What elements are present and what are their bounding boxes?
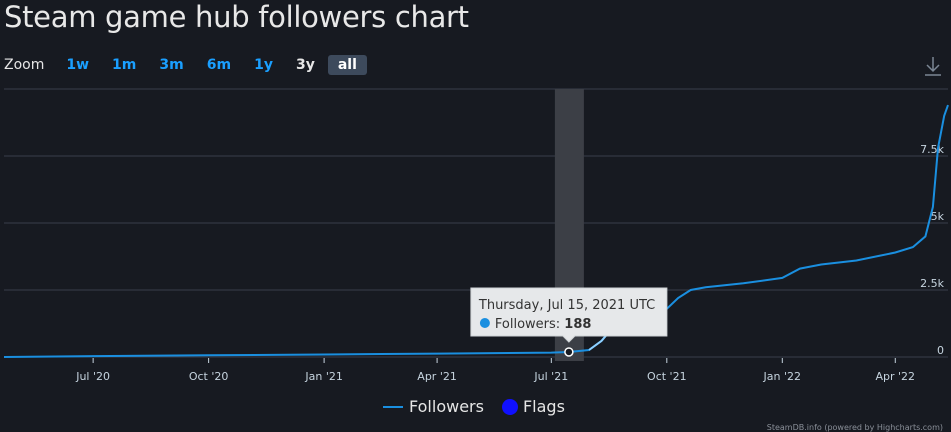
- zoom-1m-button[interactable]: 1m: [112, 57, 137, 73]
- legend-item-flags[interactable]: Flags: [501, 397, 565, 416]
- zoom-1y-button[interactable]: 1y: [254, 57, 273, 73]
- zoom-label: Zoom: [4, 57, 45, 73]
- x-axis: Jul '20 Oct '20 Jan '21 Apr '21 Jul '21 Oct '…: [75, 358, 915, 383]
- zoom-1w-button[interactable]: 1w: [66, 57, 90, 73]
- y-tick-label: 7.5k: [920, 143, 944, 156]
- y-tick-label: 0: [937, 344, 944, 357]
- legend: Followers Flags: [383, 397, 583, 416]
- x-tick-label: Apr '22: [875, 370, 915, 383]
- tooltip-box: [470, 287, 668, 343]
- x-tick-label: Oct '20: [189, 370, 229, 383]
- x-tick-label: Jul '20: [75, 370, 110, 383]
- zoom-controls: Zoom 1w 1m 3m 6m 1y 3y all: [4, 53, 370, 77]
- y-tick-label: 2.5k: [920, 277, 944, 290]
- legend-item-followers[interactable]: Followers: [383, 397, 484, 416]
- x-tick-label: Jan '21: [304, 370, 342, 383]
- page-title: Steam game hub followers chart: [4, 0, 469, 34]
- series-line[interactable]: [3, 104, 949, 358]
- tooltip: Thursday, Jul 15, 2021 UTC Followers: 188: [470, 287, 668, 343]
- tooltip-series-label: Followers:: [495, 317, 564, 332]
- tooltip-series-row: Followers: 188: [495, 317, 592, 332]
- legend-dot-icon: [501, 398, 518, 415]
- x-tick-label: Oct '21: [647, 370, 687, 383]
- legend-label-followers: Followers: [409, 397, 484, 416]
- x-tick-label: Jul '21: [533, 370, 568, 383]
- hover-point[interactable]: [564, 347, 574, 357]
- zoom-all-button[interactable]: all: [327, 55, 367, 75]
- x-tick-label: Jan '22: [763, 370, 801, 383]
- tooltip-value: 188: [564, 317, 591, 332]
- y-tick-label: 5k: [931, 210, 945, 223]
- chart-grid: [4, 88, 948, 358]
- tooltip-series-dot-icon: [479, 318, 490, 328]
- credits[interactable]: SteamDB.info (powered by Highcharts.com): [766, 423, 943, 432]
- zoom-3y-button[interactable]: 3y: [295, 57, 315, 73]
- tooltip-date: Thursday, Jul 15, 2021 UTC: [478, 298, 655, 313]
- download-icon[interactable]: [922, 55, 944, 77]
- x-tick-label: Apr '21: [417, 370, 457, 383]
- legend-label-flags: Flags: [522, 397, 565, 416]
- zoom-3m-button[interactable]: 3m: [159, 57, 184, 73]
- zoom-6m-button[interactable]: 6m: [206, 57, 232, 73]
- y-axis: 0 2.5k 5k 7.5k: [920, 143, 944, 357]
- legend-line-icon: [383, 405, 403, 408]
